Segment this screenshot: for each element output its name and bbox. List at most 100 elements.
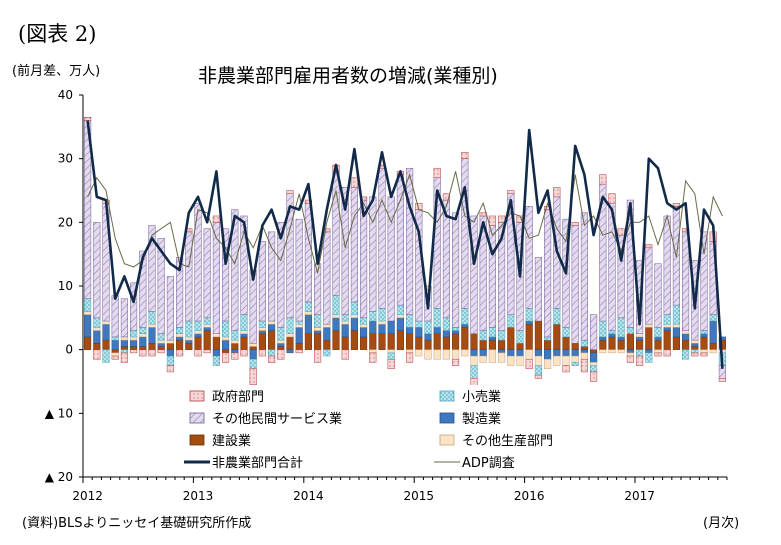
figure-label: (図表 2) (18, 22, 97, 46)
bar-other-services (304, 202, 312, 303)
bar-manufacturing (406, 327, 414, 334)
bar-other-goods (341, 320, 349, 325)
bar-construction (258, 333, 266, 350)
bar-retail (286, 317, 294, 335)
bar-retail (130, 330, 138, 338)
bar-retail (332, 295, 340, 315)
bar-other-goods (534, 355, 542, 366)
bar-retail (102, 349, 110, 363)
x-tick-label: 2017 (624, 489, 655, 503)
bar-retail (222, 320, 230, 338)
bar-government (120, 352, 128, 363)
bar-retail (682, 349, 690, 360)
bar-government (599, 174, 607, 185)
bar-manufacturing (498, 349, 506, 354)
bar-other-services (157, 238, 165, 334)
legend-label-government: 政府部門 (212, 390, 264, 405)
legend-swatch-other-services (189, 412, 205, 424)
bar-government (525, 358, 533, 370)
bar-manufacturing (452, 330, 460, 335)
bar-retail (378, 308, 386, 322)
bar-other-services (194, 202, 202, 322)
bar-government (534, 374, 542, 379)
bar-other-goods (194, 330, 202, 335)
bar-other-goods (626, 352, 634, 357)
y-axis-unit-label: (前月差、万人) (12, 64, 101, 79)
bar-manufacturing (424, 333, 432, 341)
bar-construction (525, 323, 533, 350)
bar-retail (599, 320, 607, 338)
bar-construction (433, 333, 441, 350)
bar-other-services (700, 231, 708, 331)
bar-retail (194, 320, 202, 331)
bar-construction (249, 346, 257, 350)
bar-government (617, 228, 625, 236)
bar-other-goods (599, 349, 607, 354)
bar-manufacturing (360, 327, 368, 338)
bar-construction (488, 339, 496, 350)
bar-government (277, 349, 285, 360)
bar-retail (709, 314, 717, 322)
bar-other-services (461, 158, 469, 309)
bar-construction (387, 333, 395, 350)
bar-retail (488, 327, 496, 338)
bar-construction (212, 336, 220, 350)
bar-other-goods (120, 336, 128, 341)
bar-construction (516, 343, 524, 350)
bar-manufacturing (176, 336, 184, 341)
bar-manufacturing (341, 323, 349, 338)
bar-other-services (176, 257, 184, 328)
chart-title: 非農業部門雇用者数の増減(業種別) (198, 65, 498, 87)
bar-construction (268, 330, 276, 350)
bar-retail (433, 308, 441, 328)
bar-construction (599, 339, 607, 350)
bar-other-goods (433, 349, 441, 360)
bar-construction (323, 339, 331, 350)
bar-other-goods (277, 339, 285, 344)
bar-other-services (682, 231, 690, 331)
bar-government (442, 193, 450, 201)
bar-construction (498, 339, 506, 350)
bar-other-services (406, 167, 414, 315)
bar-manufacturing (93, 330, 101, 344)
bar-manufacturing (700, 333, 708, 338)
bar-government (562, 365, 570, 373)
bar-manufacturing (672, 327, 680, 338)
bar-retail (93, 317, 101, 328)
bar-other-services (240, 215, 248, 315)
bar-other-goods (258, 327, 266, 331)
bar-retail (553, 308, 561, 325)
bar-other-services (470, 215, 478, 334)
bar-manufacturing (488, 336, 496, 341)
bar-manufacturing (654, 336, 662, 341)
bar-other-goods (203, 323, 211, 328)
bar-other-goods (111, 352, 119, 357)
bar-manufacturing (369, 320, 377, 334)
bar-other-goods (516, 355, 524, 366)
bar-manufacturing (212, 349, 220, 357)
y-tick-label: ▲ 10 (45, 406, 73, 420)
bar-manufacturing (433, 327, 441, 334)
bar-government (166, 365, 174, 373)
bar-retail (663, 314, 671, 325)
bar-other-goods (130, 336, 138, 341)
bar-manufacturing (304, 314, 312, 334)
bar-construction (654, 339, 662, 350)
bar-government (507, 190, 515, 194)
bar-government (700, 352, 708, 357)
bar-other-goods (415, 349, 423, 357)
bar-government (130, 349, 138, 354)
bar-government (479, 212, 487, 217)
bar-government (268, 355, 276, 363)
bar-construction (682, 339, 690, 350)
bar-manufacturing (507, 349, 515, 357)
bar-government (580, 358, 588, 373)
bar-manufacturing (102, 323, 110, 341)
bar-retail (139, 327, 147, 334)
bar-manufacturing (240, 333, 248, 338)
bar-other-goods (369, 349, 377, 354)
bar-retail (580, 339, 588, 347)
bar-construction (93, 343, 101, 350)
bar-retail (507, 314, 515, 328)
